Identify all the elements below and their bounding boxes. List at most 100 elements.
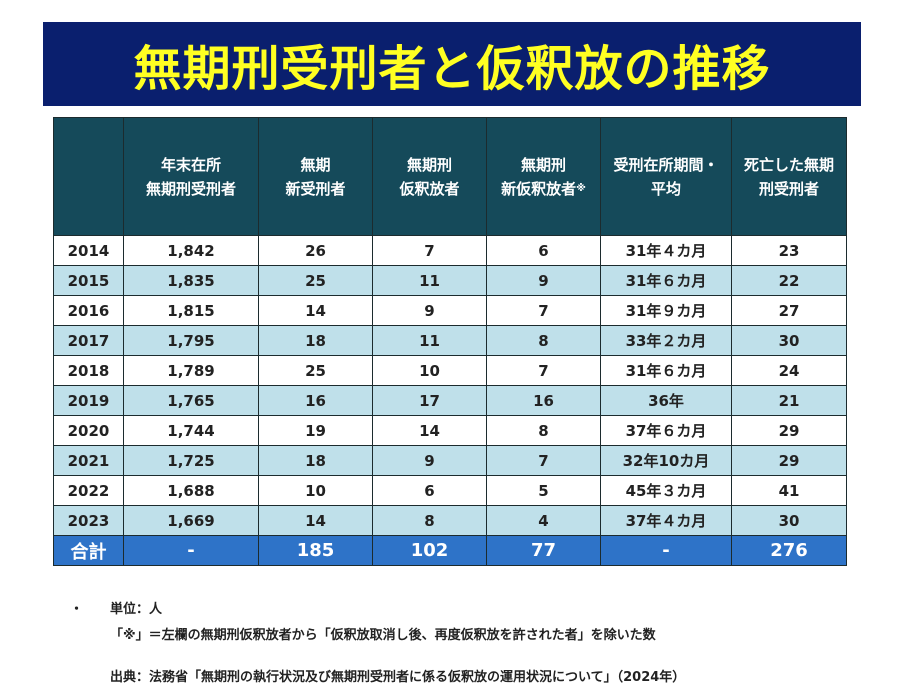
table-cell: 11: [373, 266, 487, 296]
table-cell: 9: [487, 266, 601, 296]
total-cell: -: [601, 536, 732, 566]
table-cell: 25: [259, 356, 373, 386]
table-cell: 23: [732, 236, 847, 266]
table-cell: 16: [487, 386, 601, 416]
table-cell: 22: [732, 266, 847, 296]
table-row: 2022 1,688 10 6 5 45年３カ月 41: [54, 476, 847, 506]
table-cell: 29: [732, 416, 847, 446]
table-cell: 1,669: [124, 506, 259, 536]
table-cell: 1,795: [124, 326, 259, 356]
bullet: ・: [70, 598, 83, 617]
source-note: 出典：法務省「無期刑の執行状況及び無期刑受刑者に係る仮釈放の運用状況について」（…: [110, 666, 685, 685]
table-cell: 8: [487, 326, 601, 356]
table-cell: 16: [259, 386, 373, 416]
table-row: 2019 1,765 16 17 16 36年 21: [54, 386, 847, 416]
year-cell: 2016: [54, 296, 124, 326]
table-cell: 17: [373, 386, 487, 416]
table-cell: 37年４カ月: [601, 506, 732, 536]
table-cell: 30: [732, 326, 847, 356]
table-cell: 4: [487, 506, 601, 536]
table-cell: 1,688: [124, 476, 259, 506]
header-cell: 年末在所 無期刑受刑者: [124, 118, 259, 236]
table-cell: 14: [259, 296, 373, 326]
page-title: 無期刑受刑者と仮釈放の推移: [133, 29, 770, 99]
table-row: 2014 1,842 26 7 6 31年４カ月 23: [54, 236, 847, 266]
unit-note: 単位：人: [110, 598, 162, 617]
total-cell: 77: [487, 536, 601, 566]
table-cell: 10: [259, 476, 373, 506]
table-cell: 26: [259, 236, 373, 266]
table-row: 2018 1,789 25 10 7 31年６カ月 24: [54, 356, 847, 386]
table-cell: 14: [373, 416, 487, 446]
header-cell: 受刑在所期間・ 平均: [601, 118, 732, 236]
table-cell: 8: [373, 506, 487, 536]
asterisk-mark: ※: [576, 183, 586, 194]
table-row: 2017 1,795 18 11 8 33年２カ月 30: [54, 326, 847, 356]
table-cell: 18: [259, 446, 373, 476]
table-cell: 5: [487, 476, 601, 506]
year-cell: 2020: [54, 416, 124, 446]
table-cell: 24: [732, 356, 847, 386]
table-cell: 27: [732, 296, 847, 326]
year-cell: 2019: [54, 386, 124, 416]
asterisk-note: 「※」＝左欄の無期刑仮釈放者から「仮釈放取消し後、再度仮釈放を許された者」を除い…: [110, 624, 656, 643]
table-cell: 19: [259, 416, 373, 446]
table-cell: 29: [732, 446, 847, 476]
data-table: 年末在所 無期刑受刑者 無期 新受刑者 無期刑 仮釈放者 無期刑 新仮釈放者※ 受刑在所…: [53, 117, 847, 566]
total-cell: -: [124, 536, 259, 566]
year-cell: 2018: [54, 356, 124, 386]
table-cell: 1,815: [124, 296, 259, 326]
table-cell: 7: [487, 296, 601, 326]
table-cell: 6: [373, 476, 487, 506]
title-banner: 無期刑受刑者と仮釈放の推移: [43, 22, 861, 106]
table-cell: 32年10カ月: [601, 446, 732, 476]
table-cell: 33年２カ月: [601, 326, 732, 356]
table-cell: 6: [487, 236, 601, 266]
table-cell: 14: [259, 506, 373, 536]
table-cell: 31年６カ月: [601, 266, 732, 296]
table-cell: 1,765: [124, 386, 259, 416]
table-cell: 7: [487, 356, 601, 386]
table-cell: 30: [732, 506, 847, 536]
total-row: 合計 - 185 102 77 - 276: [54, 536, 847, 566]
table-cell: 41: [732, 476, 847, 506]
year-cell: 2017: [54, 326, 124, 356]
year-cell: 2022: [54, 476, 124, 506]
year-cell: 2015: [54, 266, 124, 296]
table-cell: 10: [373, 356, 487, 386]
total-cell: 102: [373, 536, 487, 566]
table-cell: 31年４カ月: [601, 236, 732, 266]
header-cell: 死亡した無期 刑受刑者: [732, 118, 847, 236]
table-cell: 36年: [601, 386, 732, 416]
table-cell: 1,789: [124, 356, 259, 386]
year-cell: 2021: [54, 446, 124, 476]
total-cell: 276: [732, 536, 847, 566]
table-cell: 1,842: [124, 236, 259, 266]
table-cell: 1,835: [124, 266, 259, 296]
header-cell: 無期 新受刑者: [259, 118, 373, 236]
header-cell: 無期刑 新仮釈放者※: [487, 118, 601, 236]
table-cell: 7: [373, 236, 487, 266]
header-cell: [54, 118, 124, 236]
table-row: 2020 1,744 19 14 8 37年６カ月 29: [54, 416, 847, 446]
table-cell: 1,725: [124, 446, 259, 476]
year-cell: 2023: [54, 506, 124, 536]
table-cell: 25: [259, 266, 373, 296]
table-cell: 45年３カ月: [601, 476, 732, 506]
table-row: 2023 1,669 14 8 4 37年４カ月 30: [54, 506, 847, 536]
header-cell: 無期刑 仮釈放者: [373, 118, 487, 236]
table-row: 2021 1,725 18 9 7 32年10カ月 29: [54, 446, 847, 476]
table-cell: 37年６カ月: [601, 416, 732, 446]
table-cell: 9: [373, 296, 487, 326]
table-cell: 11: [373, 326, 487, 356]
table-cell: 18: [259, 326, 373, 356]
table-cell: 31年６カ月: [601, 356, 732, 386]
table-row: 2016 1,815 14 9 7 31年９カ月 27: [54, 296, 847, 326]
table-cell: 1,744: [124, 416, 259, 446]
table-header-row: 年末在所 無期刑受刑者 無期 新受刑者 無期刑 仮釈放者 無期刑 新仮釈放者※ 受刑在所…: [54, 118, 847, 236]
table-cell: 9: [373, 446, 487, 476]
year-cell: 2014: [54, 236, 124, 266]
total-cell: 合計: [54, 536, 124, 566]
table-cell: 8: [487, 416, 601, 446]
table-cell: 7: [487, 446, 601, 476]
